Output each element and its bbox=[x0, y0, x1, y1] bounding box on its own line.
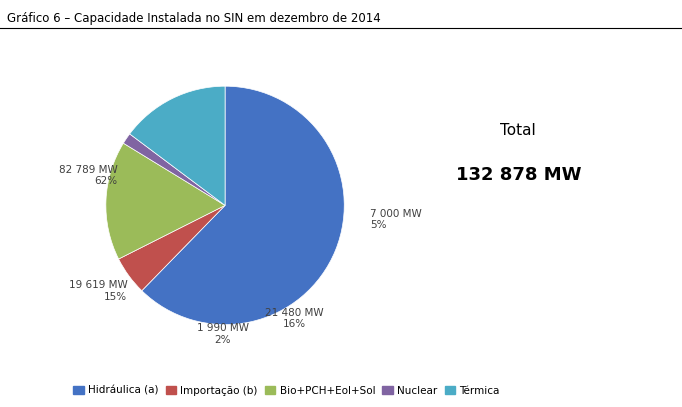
Wedge shape bbox=[119, 206, 225, 291]
Text: 82 789 MW
62%: 82 789 MW 62% bbox=[59, 165, 118, 186]
Text: Total: Total bbox=[501, 123, 536, 138]
Legend: Hidráulica (a), Importação (b), Bio+PCH+Eol+Sol, Nuclear, Térmica: Hidráulica (a), Importação (b), Bio+PCH+… bbox=[69, 381, 504, 400]
Text: 132 878 MW: 132 878 MW bbox=[456, 166, 581, 184]
Wedge shape bbox=[106, 143, 225, 259]
Text: Gráfico 6 – Capacidade Instalada no SIN em dezembro de 2014: Gráfico 6 – Capacidade Instalada no SIN … bbox=[7, 12, 381, 25]
Text: 19 619 MW
15%: 19 619 MW 15% bbox=[69, 280, 128, 302]
Text: 7 000 MW
5%: 7 000 MW 5% bbox=[370, 209, 422, 230]
Text: 1 990 MW
2%: 1 990 MW 2% bbox=[196, 323, 249, 345]
Wedge shape bbox=[142, 86, 344, 324]
Wedge shape bbox=[123, 134, 225, 206]
Text: 21 480 MW
16%: 21 480 MW 16% bbox=[265, 308, 323, 329]
Wedge shape bbox=[130, 86, 225, 206]
